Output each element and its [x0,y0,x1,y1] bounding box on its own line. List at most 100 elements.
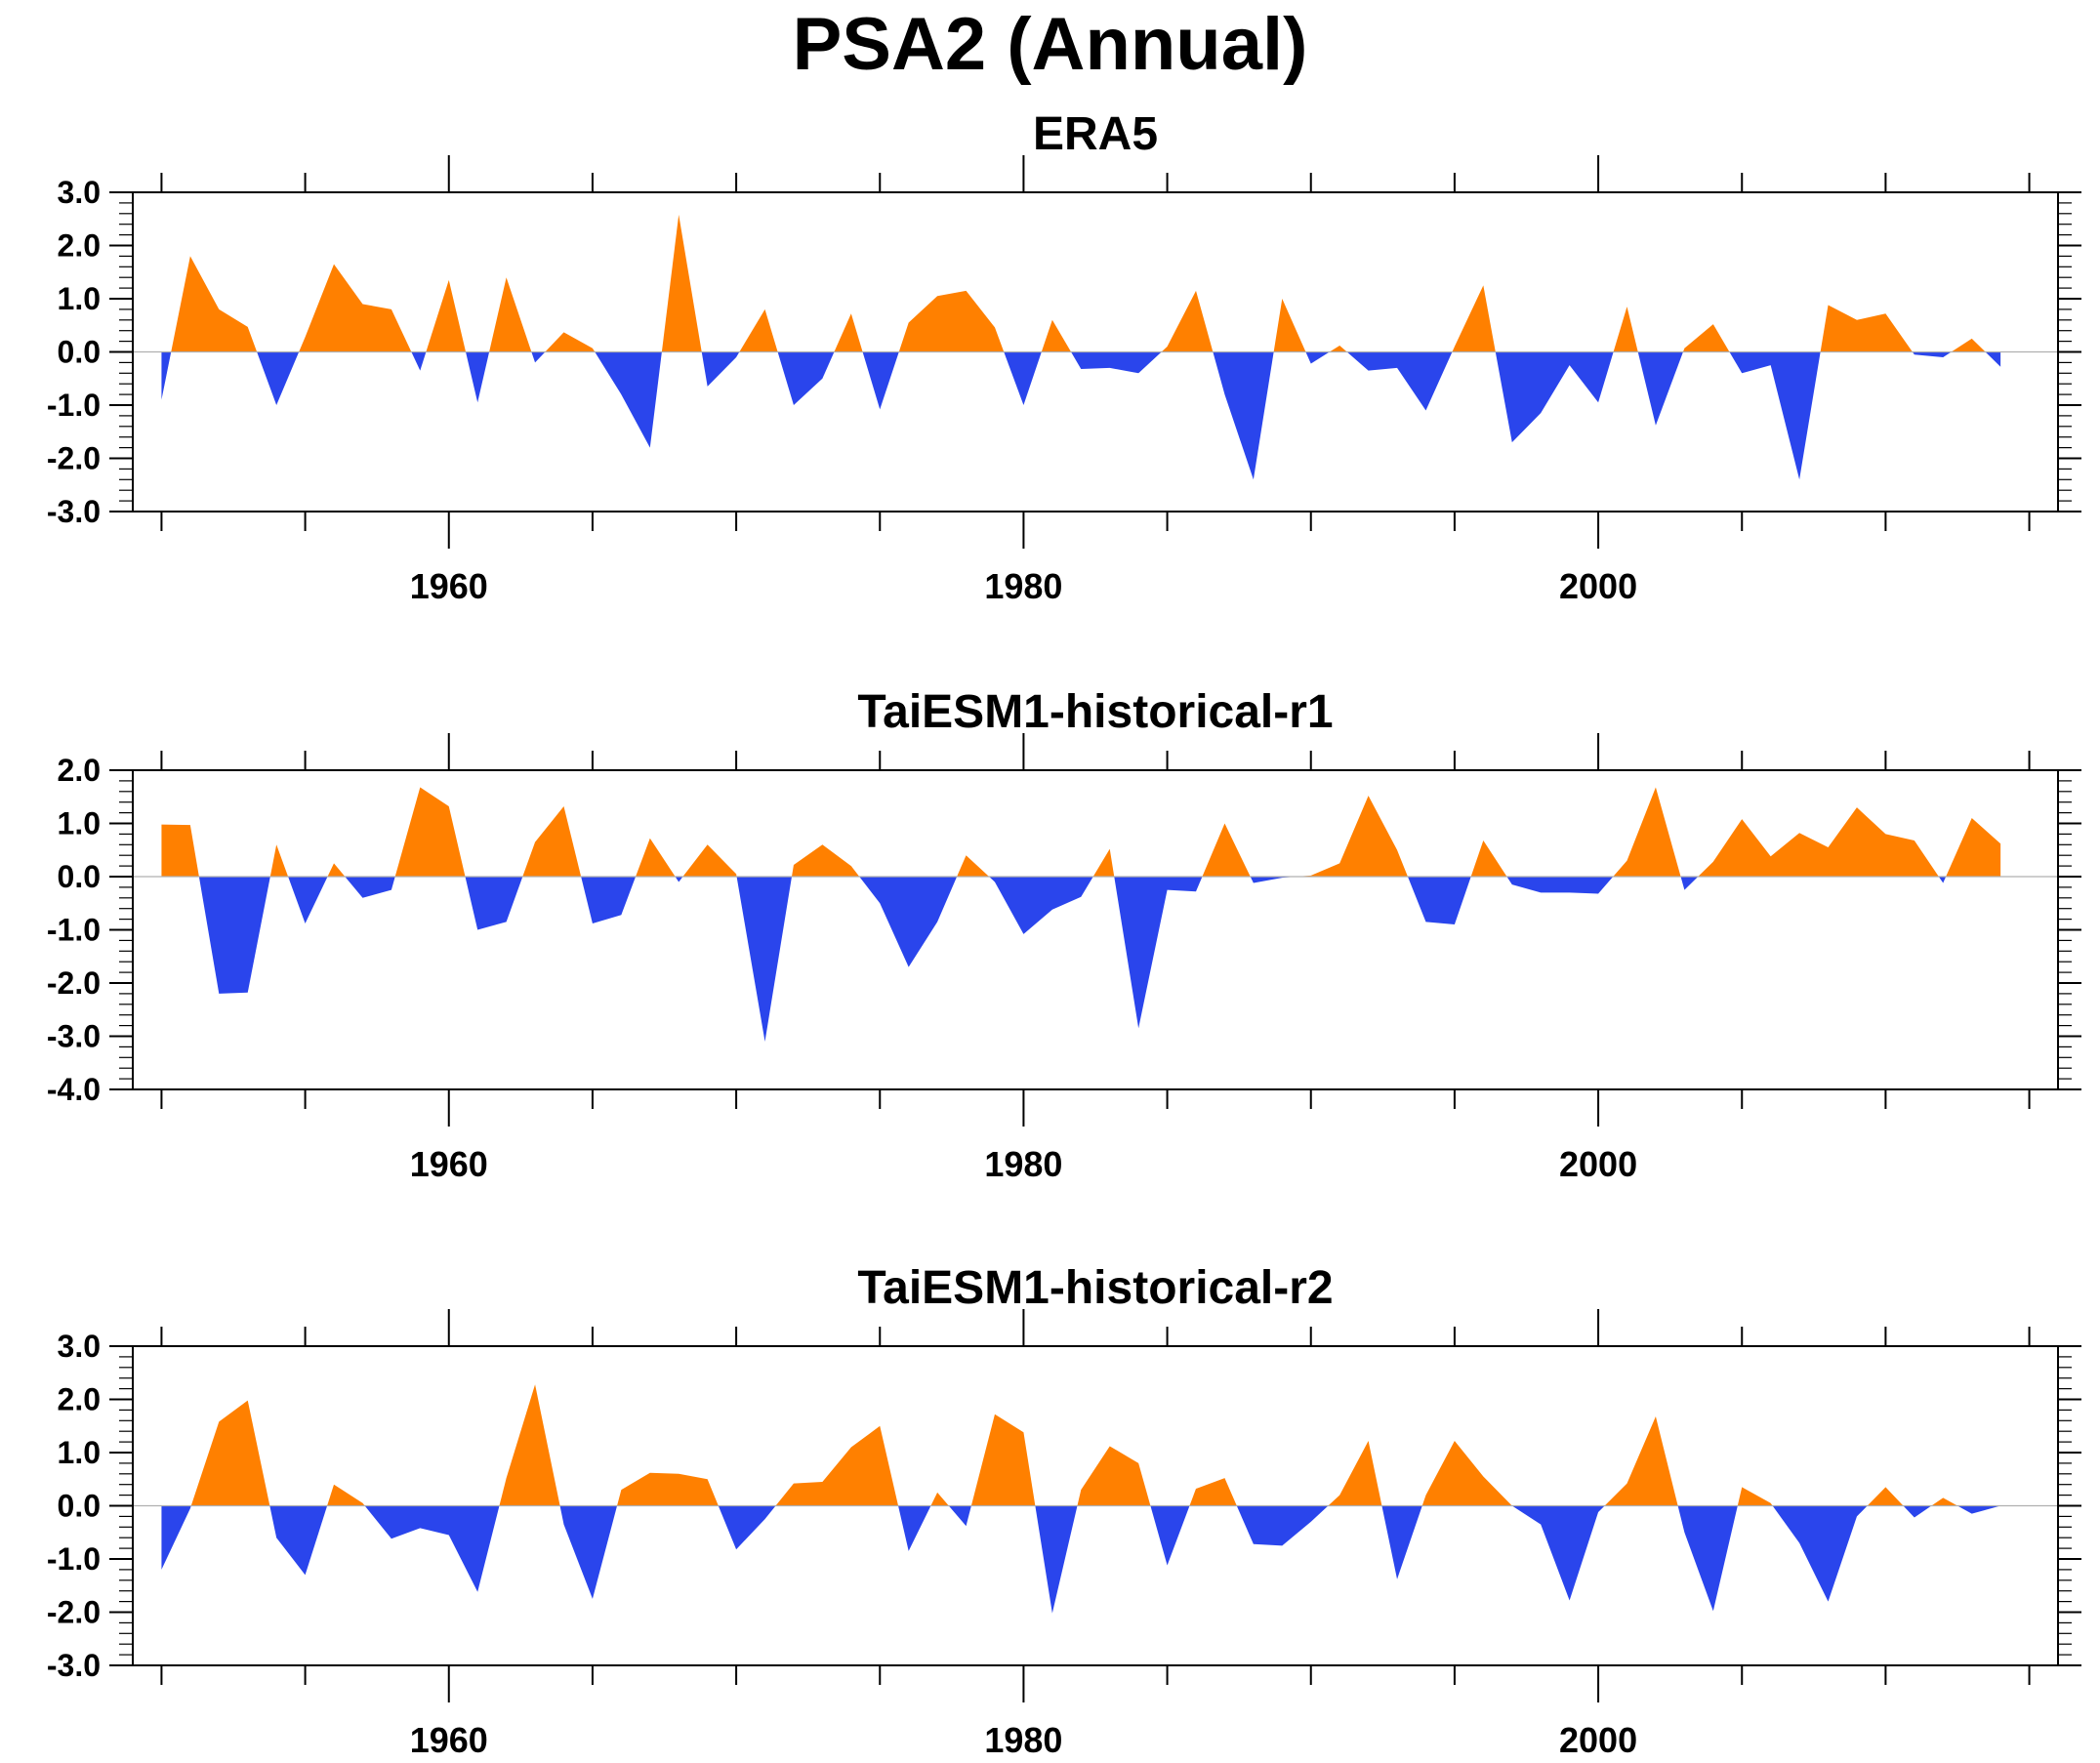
positive-area-1 [171,256,258,352]
negative-area-22 [1511,1505,1605,1601]
positive-area-15 [834,313,863,352]
negative-area-6 [559,1505,618,1599]
y-tick-label: 1.0 [58,1435,101,1470]
positive-area-29 [1613,307,1638,352]
figure-title: PSA2 (Annual) [792,3,1308,86]
y-tick-label: 2.0 [58,1382,101,1417]
y-tick-label: -1.0 [47,388,101,423]
x-tick-label: 1960 [410,1720,488,1760]
positive-area-18 [1092,848,1115,877]
positive-area-6 [394,787,466,877]
positive-area-35 [1951,338,1986,352]
negative-area-32 [1729,351,1821,480]
y-tick-label: -3.0 [47,494,101,529]
chart-panel-1: ERA5 -3.0 -2.0 -1.0 0.0 1.0 2.0 3.0 1960 1980 2000 [47,108,2081,606]
x-tick-label: 2000 [1559,1720,1637,1760]
y-tick-label: 0.0 [58,1489,101,1524]
positive-area-24 [1470,840,1507,877]
positive-area-21 [1161,290,1214,352]
negative-area-27 [1680,877,1699,890]
panel-title: TaiESM1-historical-r2 [857,1262,1333,1314]
positive-area-7 [617,1472,719,1506]
negative-area-26 [1346,351,1453,411]
negative-area-4 [364,1505,500,1592]
y-tick-label: 1.0 [58,281,101,316]
negative-area-28 [1903,1505,1932,1518]
positive-area-9 [775,1425,899,1506]
negative-area-5 [345,877,395,898]
positive-area-11 [930,1492,949,1506]
negative-area-21 [1250,877,1297,883]
negative-area-25 [1506,877,1614,894]
positive-area-13 [970,1414,1036,1506]
negative-area-0 [161,1505,191,1570]
positive-area-12 [682,844,737,877]
negative-area-2 [269,1505,328,1576]
negative-area-2 [257,351,300,405]
y-tick-label: -2.0 [47,965,101,1001]
positive-area-31 [1682,324,1730,352]
positive-area-33 [1820,305,1913,352]
chart-panel-3: TaiESM1-historical-r2 -3.0 -2.0 -1.0 0.0 1.0 2… [47,1262,2081,1760]
positive-area-0 [161,824,199,877]
negative-area-14 [777,351,835,405]
negative-area-24 [1305,351,1330,364]
negative-area-8 [531,351,546,363]
negative-area-20 [1381,1505,1422,1579]
positive-area-22 [1297,796,1408,877]
y-tick-label: 3.0 [58,1329,101,1364]
chart-panel-2: TaiESM1-historical-r1 -4.0 -3.0 -2.0 -1.0 0.0… [47,686,2081,1184]
x-tick-label: 1960 [410,566,488,606]
x-tick-label: 1980 [984,1144,1062,1184]
positive-area-14 [792,844,860,877]
negative-area-7 [465,877,523,930]
positive-area-19 [1328,1441,1382,1506]
negative-area-1 [198,877,270,994]
negative-area-34 [1912,351,1952,357]
positive-area-15 [1077,1446,1151,1506]
positive-area-26 [1613,787,1681,877]
y-tick-label: -3.0 [47,1648,101,1683]
negative-area-16 [1150,1505,1190,1566]
y-tick-label: -3.0 [47,1019,101,1054]
positive-area-5 [499,1384,560,1506]
positive-area-27 [1452,285,1496,352]
positive-area-9 [545,332,596,352]
positive-area-16 [957,855,990,877]
x-tick-label: 2000 [1559,566,1637,606]
negative-area-8 [718,1505,776,1550]
negative-area-36 [1985,351,2001,367]
positive-area-3 [299,264,412,352]
positive-area-20 [1202,823,1251,877]
negative-area-15 [859,877,958,967]
positive-area-10 [636,838,676,877]
x-tick-label: 1960 [410,1144,488,1184]
negative-area-14 [1035,1505,1078,1614]
y-tick-label: 1.0 [58,806,101,841]
negative-area-22 [1213,351,1274,480]
positive-area-19 [1041,319,1072,352]
positive-area-17 [898,290,1005,352]
y-tick-label: 3.0 [58,175,101,210]
negative-area-10 [595,351,662,448]
negative-area-20 [1071,351,1162,374]
negative-area-24 [1677,1505,1738,1612]
positive-area-23 [1604,1415,1678,1506]
positive-area-1 [190,1400,270,1506]
negative-area-26 [1772,1505,1868,1602]
y-tick-label: 0.0 [58,335,101,370]
negative-area-9 [581,877,637,923]
positive-area-28 [1698,807,1939,877]
negative-area-13 [736,877,792,1042]
negative-area-17 [989,877,1093,934]
positive-area-3 [327,1484,365,1506]
y-tick-label: 2.0 [58,228,101,264]
positive-area-30 [1946,818,2001,877]
negative-area-30 [1637,351,1683,426]
y-tick-label: -2.0 [47,441,101,476]
negative-area-3 [288,877,328,923]
positive-area-2 [269,844,289,877]
x-tick-label: 2000 [1559,1144,1637,1184]
